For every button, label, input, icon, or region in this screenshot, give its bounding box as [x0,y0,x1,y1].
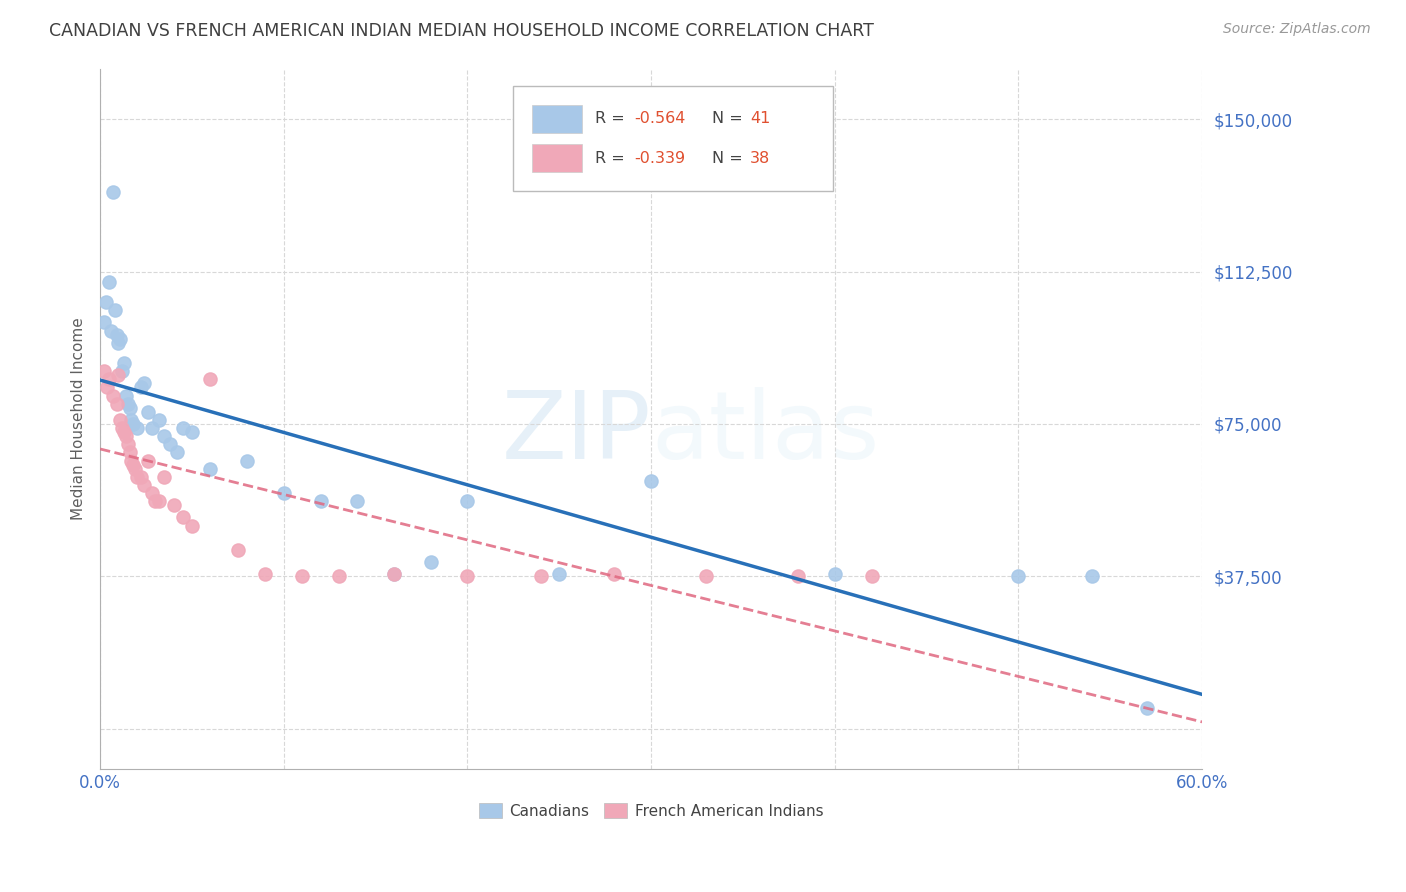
Point [93,315,115,329]
Bar [531,105,582,133]
Point [143,494,166,508]
Point [1007,569,1029,583]
Point [181,518,204,533]
Point [136,405,159,419]
Point [530,569,553,583]
Point [98,275,121,289]
Point [148,494,170,508]
Point [110,413,132,427]
Point [112,356,135,370]
Point [273,486,295,500]
Point [291,569,314,583]
Point [111,421,134,435]
Point [824,567,846,582]
Point [125,421,148,435]
Point [115,429,138,443]
Point [166,445,188,459]
Point [382,567,405,582]
Y-axis label: Median Household Income: Median Household Income [72,318,86,520]
Point [695,569,717,583]
Point [603,567,626,582]
Point [112,425,135,439]
Point [254,567,277,582]
Point [548,567,571,582]
Text: R =: R = [595,112,630,127]
Point [153,429,176,443]
Point [309,494,332,508]
Legend: Canadians, French American Indians: Canadians, French American Indians [472,797,830,825]
Point [120,453,142,467]
Point [136,453,159,467]
Point [107,368,129,383]
Point [1081,569,1104,583]
Text: R =: R = [595,151,630,166]
Point [93,364,115,378]
FancyBboxPatch shape [513,86,832,191]
Point [110,332,132,346]
Bar [531,145,582,172]
Point [129,470,152,484]
Point [159,437,181,451]
Point [125,470,148,484]
Point [104,303,127,318]
Point [172,421,194,435]
Text: CANADIAN VS FRENCH AMERICAN INDIAN MEDIAN HOUSEHOLD INCOME CORRELATION CHART: CANADIAN VS FRENCH AMERICAN INDIAN MEDIA… [49,22,875,40]
Text: 38: 38 [751,151,770,166]
Point [107,335,129,350]
Text: -0.339: -0.339 [634,151,686,166]
Point [141,486,163,500]
Point [105,327,128,342]
Point [419,555,441,569]
Point [96,380,118,394]
Point [787,569,810,583]
Point [226,543,249,558]
Point [105,397,128,411]
Point [346,494,368,508]
Point [456,494,478,508]
Point [200,372,222,386]
Text: Source: ZipAtlas.com: Source: ZipAtlas.com [1223,22,1371,37]
Point [124,461,146,475]
Point [122,458,145,472]
Point [134,478,156,492]
Point [200,461,222,475]
Point [456,569,478,583]
Point [101,388,124,402]
Point [117,437,139,451]
Point [122,417,145,431]
Text: -0.564: -0.564 [634,112,686,127]
Point [117,397,139,411]
Point [172,510,194,524]
Point [118,401,141,415]
Point [100,324,122,338]
Point [382,567,405,582]
Text: ZIP: ZIP [502,387,651,479]
Point [162,498,184,512]
Point [118,445,141,459]
Text: atlas: atlas [651,387,879,479]
Point [111,364,134,378]
Point [328,569,350,583]
Point [1136,701,1159,715]
Point [236,453,259,467]
Point [98,372,121,386]
Point [181,425,204,439]
Point [129,380,152,394]
Point [148,413,170,427]
Text: 41: 41 [751,112,770,127]
Text: N =: N = [711,151,748,166]
Point [860,569,883,583]
Point [115,388,138,402]
Point [640,474,662,488]
Point [141,421,163,435]
Point [134,376,156,391]
Point [120,413,142,427]
Point [153,470,176,484]
Point [94,295,117,310]
Text: N =: N = [711,112,748,127]
Point [101,186,124,200]
